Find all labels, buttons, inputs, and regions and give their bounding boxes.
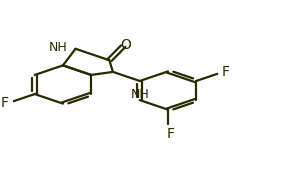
Text: F: F — [222, 65, 229, 79]
Text: NH: NH — [48, 41, 67, 54]
Text: F: F — [1, 95, 8, 110]
Text: NH: NH — [131, 88, 149, 101]
Text: F: F — [167, 127, 175, 141]
Text: O: O — [120, 38, 131, 52]
